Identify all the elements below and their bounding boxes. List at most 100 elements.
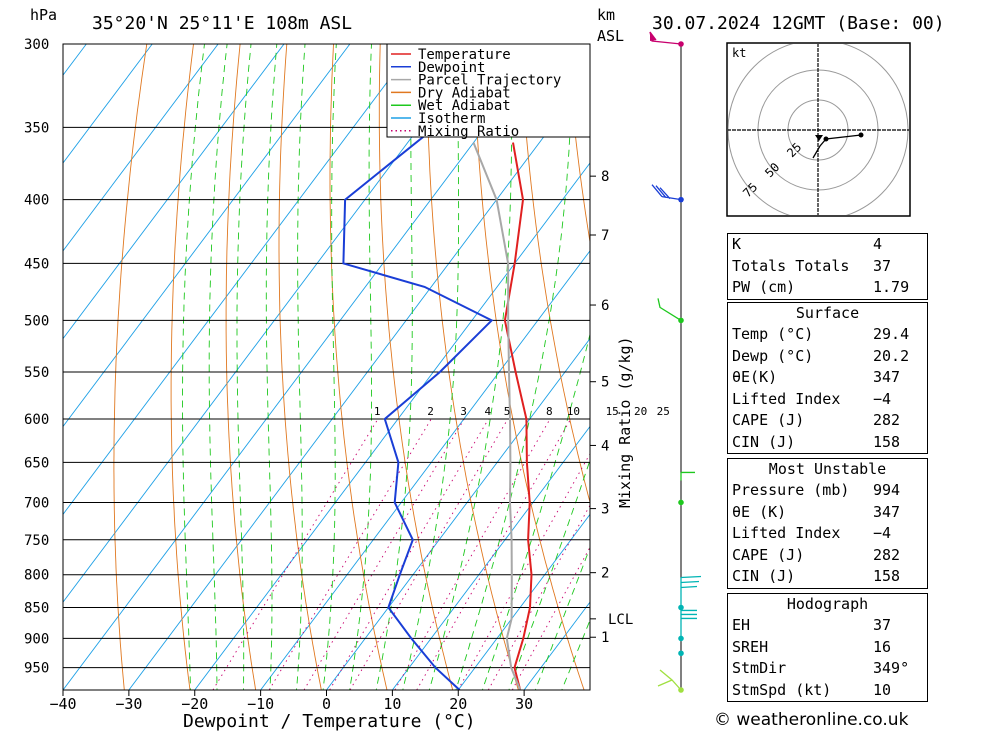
- km-label: 4: [601, 438, 609, 454]
- mixing-ratio-axis-title: Mixing Ratio (g/kg): [616, 336, 634, 508]
- dry-adiabat-line: [170, 44, 194, 690]
- dry-adiabat-line: [426, 44, 519, 690]
- x-tick-label: −40: [49, 695, 76, 713]
- surface-panel: Surface Temp (°C) 29.4 Dewp (°C) 20.2 θE(K…: [727, 302, 928, 454]
- sfc-cin-label: CIN (J): [732, 432, 796, 451]
- wet-adiabat-line: [296, 44, 306, 690]
- km-label: LCL: [608, 612, 633, 628]
- dry-adiabat-line: [977, 7, 1000, 690]
- wind-barb: [657, 669, 682, 691]
- isotherm-line: [63, 44, 417, 516]
- isotherm-lines: [63, 44, 590, 690]
- isotherm-line: [63, 44, 153, 164]
- mu-li-value: −4: [873, 524, 892, 542]
- sfc-theta-label: θE(K): [732, 368, 778, 386]
- pressure-label: 300: [24, 37, 49, 53]
- x-tick-label: 10: [383, 695, 401, 713]
- mixing-ratio-line: [303, 418, 465, 690]
- km-label: 5: [601, 375, 609, 391]
- km-label: 7: [601, 228, 609, 244]
- pressure-label: 850: [24, 601, 49, 617]
- mixing-ratio-line: [511, 546, 590, 690]
- mu-cape-label: CAPE (J): [732, 545, 805, 564]
- mixing-ratio-label: 10: [567, 405, 580, 418]
- mixing-ratio-lines: [212, 418, 590, 690]
- pressure-label: 750: [24, 533, 49, 549]
- mixing-ratio-labels: 1 2 3 4 5 8 10 15 20 25: [374, 405, 670, 418]
- legend-label: Parcel Trajectory: [418, 73, 561, 89]
- pressure-label: 600: [24, 412, 49, 428]
- km-label: 8: [601, 169, 609, 185]
- sfc-dewp-label: Dewp (°C): [732, 346, 814, 365]
- wet-adiabat-line: [561, 619, 590, 690]
- pressure-label: 400: [24, 193, 49, 209]
- mixing-ratio-label: 25: [657, 405, 670, 418]
- storm-motion-marker: [815, 135, 823, 141]
- km-label: 6: [601, 298, 609, 314]
- wet-adiabat-line: [208, 44, 228, 690]
- x-tick-label: −10: [247, 695, 274, 713]
- wind-profile: [649, 31, 702, 693]
- axis-ticks: −40 −30 −20 −10 0 10 20 30: [49, 690, 533, 713]
- dry-adiabat-line: [473, 44, 585, 690]
- wind-level-dot: [678, 499, 684, 506]
- mu-li-label: Lifted Index: [732, 524, 841, 542]
- pressure-label: 950: [24, 661, 49, 677]
- wet-adiabat-line: [481, 332, 590, 690]
- wind-barb: [657, 298, 682, 321]
- isotherm-line: [260, 250, 590, 690]
- wind-barb: [680, 608, 697, 639]
- pressure-label: 900: [24, 631, 49, 647]
- pressure-label: 700: [24, 495, 49, 511]
- mixing-ratio-label: 4: [484, 405, 491, 418]
- isotherm-line: [326, 337, 590, 690]
- mixing-ratio-label: 1: [374, 405, 381, 418]
- wind-barb: [651, 184, 682, 201]
- x-tick-label: −30: [115, 695, 142, 713]
- parcel-trajectory-line: [472, 142, 522, 690]
- sfc-dewp-value: 20.2: [873, 346, 910, 365]
- wind-pennant: [650, 32, 656, 41]
- hodograph-point: [823, 136, 829, 142]
- x-tick-label: 0: [322, 695, 331, 713]
- datetime-label: 30.07.2024 12GMT (Base: 00): [652, 13, 945, 34]
- sfc-cape-value: 282: [873, 411, 901, 429]
- pressure-label: 800: [24, 568, 49, 584]
- legend-label: Mixing Ratio: [418, 124, 519, 140]
- stmspd-label: StmSpd (kt): [732, 680, 832, 699]
- indices-panel-top: K 4 Totals Totals 37 PW (cm) 1.79: [727, 233, 928, 300]
- dry-adiabat-lines: [113, 7, 1000, 690]
- pw-value: 1.79: [873, 278, 910, 296]
- sfc-cape-label: CAPE (J): [732, 411, 805, 429]
- legend-label: Dry Adiabat: [418, 85, 511, 101]
- x-tick-label: 20: [449, 695, 467, 713]
- km-label: km: [597, 6, 615, 24]
- dry-adiabat-line: [278, 44, 322, 690]
- wet-adiabat-line: [182, 44, 205, 690]
- wet-adiabat-line: [508, 458, 590, 690]
- mixing-ratio-line: [268, 418, 432, 690]
- credit-link[interactable]: © weatheronline.co.uk: [714, 710, 909, 730]
- tt-label: Totals Totals: [732, 256, 850, 275]
- surface-title: Surface: [795, 304, 860, 322]
- stmdir-value: 349°: [873, 659, 910, 677]
- x-tick-label: −20: [181, 695, 208, 713]
- sreh-label: SREH: [732, 637, 769, 656]
- sreh-value: 16: [873, 637, 892, 656]
- dry-adiabat-line: [566, 44, 590, 245]
- asl-label: ASL: [597, 27, 624, 45]
- sfc-temp-label: Temp (°C): [732, 325, 814, 343]
- pressure-label: 500: [24, 313, 49, 329]
- mixing-ratio-line: [349, 418, 509, 690]
- legend-label: Wet Adiabat: [418, 98, 511, 114]
- wet-adiabat-line: [402, 44, 460, 690]
- dry-adiabat-line: [519, 44, 590, 504]
- wet-adiabat-line: [236, 44, 252, 690]
- pressure-label: 450: [24, 256, 49, 272]
- hodograph-grid: [728, 44, 909, 215]
- dewpoint-line: [342, 44, 494, 690]
- x-tick-label: 30: [515, 695, 533, 713]
- isotherm-line: [63, 44, 351, 428]
- stmdir-label: StmDir: [732, 659, 787, 677]
